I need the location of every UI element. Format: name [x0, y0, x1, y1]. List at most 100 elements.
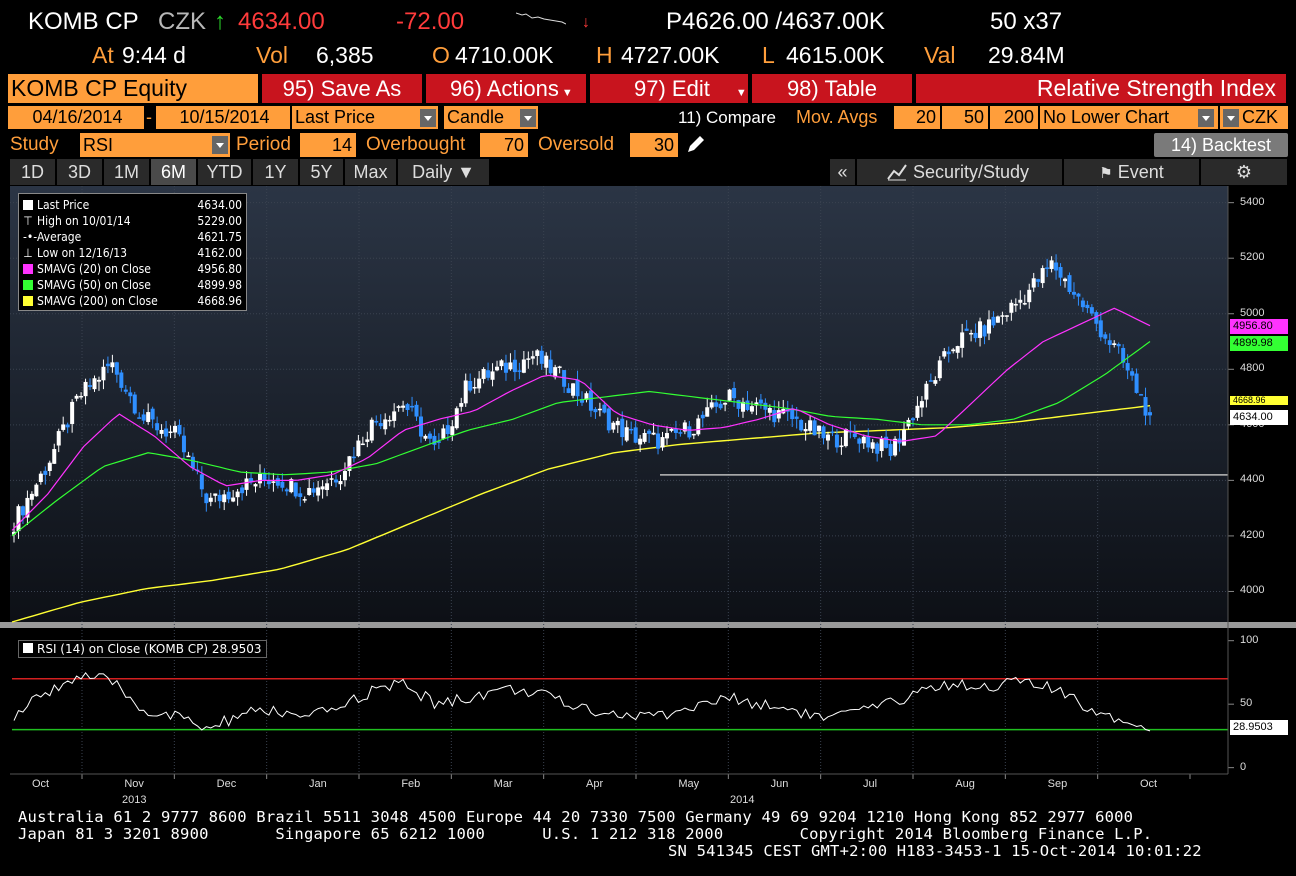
candle-body: [741, 401, 746, 412]
candle-body: [861, 436, 866, 444]
candle-body: [651, 432, 656, 435]
save-as-button[interactable]: 95) Save As: [262, 74, 424, 103]
overbought-input[interactable]: 70: [480, 133, 528, 157]
candle-body: [338, 481, 343, 485]
panel-divider[interactable]: [0, 622, 1296, 628]
candle-body: [888, 443, 893, 456]
candle-body: [825, 434, 830, 441]
candle-body: [995, 316, 1000, 323]
candle-body: [499, 360, 504, 367]
tab-3d[interactable]: 3D: [57, 159, 103, 185]
candle-body: [1022, 303, 1027, 305]
period-input[interactable]: 14: [300, 133, 356, 157]
candle-body: [749, 406, 754, 412]
candle-body: [776, 410, 781, 419]
candle-body: [1139, 394, 1144, 396]
candle-body: [490, 371, 495, 380]
edit-button[interactable]: 97) Edit ▼: [590, 74, 750, 103]
candle-body: [884, 436, 889, 448]
candle-body: [638, 438, 643, 445]
field-select[interactable]: Last Price: [292, 106, 438, 129]
candle-body: [839, 445, 844, 448]
candle-body: [240, 487, 245, 494]
legend-value: 4634.00: [197, 198, 242, 212]
candle-body: [280, 481, 285, 488]
candle-body: [633, 427, 638, 443]
security-field[interactable]: KOMB CP Equity: [8, 74, 258, 103]
at-label: At: [92, 42, 114, 68]
high-price: 4727.00K: [621, 42, 720, 68]
x-tick-label: Jun: [770, 778, 789, 790]
candle-body: [602, 404, 607, 413]
candle-body: [298, 493, 303, 497]
style-select[interactable]: Candle: [444, 106, 538, 129]
x-tick-label: Aug: [955, 778, 975, 790]
candle-body: [454, 408, 459, 429]
table-button[interactable]: 98) Table: [752, 74, 914, 103]
candle-body: [973, 332, 978, 339]
frequency-select[interactable]: Daily ▼: [398, 159, 490, 185]
candle-body: [553, 367, 558, 378]
rsi-legend[interactable]: RSI (14) on Close (KOMB CP) 28.9503: [18, 640, 267, 658]
candle-body: [383, 419, 388, 430]
candle-body: [123, 389, 128, 392]
candle-body: [593, 408, 598, 413]
candle-body: [575, 379, 580, 397]
event-button[interactable]: ⚑ Event: [1064, 159, 1200, 185]
security-study-button[interactable]: Security/Study: [857, 159, 1063, 185]
settings-gear-icon[interactable]: ⚙: [1201, 159, 1288, 185]
candle-body: [1040, 268, 1045, 284]
candle-body: [1054, 262, 1059, 271]
candle-body: [190, 456, 195, 469]
candle-body: [249, 478, 254, 483]
candle-body: [767, 407, 772, 413]
candle-body: [495, 366, 500, 371]
bid-ask: P4626.00 /4637.00K: [666, 8, 885, 35]
tab-ytd[interactable]: YTD: [198, 159, 252, 185]
price-legend[interactable]: Last Price 4634.00 ⊤ High on 10/01/14 5229.…: [18, 193, 247, 311]
study-select[interactable]: RSI: [80, 133, 230, 157]
tab-1d[interactable]: 1D: [10, 159, 56, 185]
chart-icon: [887, 164, 907, 181]
legend-swatch: [23, 264, 33, 274]
candle-body: [463, 380, 468, 404]
tab-max[interactable]: Max: [345, 159, 397, 185]
candle-body: [155, 423, 160, 431]
tab-1m[interactable]: 1M: [104, 159, 150, 185]
candle-body: [656, 433, 661, 449]
style-value: Candle: [447, 107, 505, 127]
ma2-input[interactable]: 50: [942, 106, 988, 129]
backtest-button[interactable]: 14) Backtest: [1154, 133, 1288, 157]
compare-button[interactable]: 11) Compare: [678, 108, 776, 127]
candle-body: [732, 388, 737, 399]
candle-body: [548, 359, 553, 374]
dropdown-arrow-icon: ▼: [561, 87, 573, 99]
lower-chart-value: No Lower Chart: [1043, 107, 1170, 127]
candle-body: [34, 484, 39, 497]
x-year-label: 2014: [730, 794, 755, 806]
actions-button[interactable]: 96) Actions ▼: [426, 74, 588, 103]
tab-1y[interactable]: 1Y: [253, 159, 299, 185]
candle-body: [709, 402, 714, 408]
legend-row: -•- Average 4621.75: [23, 229, 242, 245]
pencil-icon[interactable]: [684, 134, 706, 156]
end-date-input[interactable]: 10/15/2014: [156, 106, 290, 129]
tab-5y[interactable]: 5Y: [300, 159, 344, 185]
legend-name: Low on 12/16/13: [37, 246, 128, 260]
collapse-icon[interactable]: «: [830, 159, 856, 185]
ma1-input[interactable]: 20: [894, 106, 940, 129]
candle-body: [1045, 267, 1050, 269]
candle-body: [1116, 344, 1121, 347]
ma3-input[interactable]: 200: [990, 106, 1038, 129]
oversold-input[interactable]: 30: [630, 133, 678, 157]
candle-body: [964, 328, 969, 331]
legend-value: 4956.80: [197, 262, 242, 276]
currency-select[interactable]: CZK: [1220, 106, 1288, 129]
tab-6m[interactable]: 6M: [151, 159, 197, 185]
start-date-input[interactable]: 04/16/2014: [8, 106, 144, 129]
lower-chart-select[interactable]: No Lower Chart: [1040, 106, 1218, 129]
candle-body: [1143, 397, 1148, 416]
candle-body: [843, 429, 848, 447]
candle-body: [544, 355, 549, 368]
legend-name: High on 10/01/14: [37, 214, 131, 228]
